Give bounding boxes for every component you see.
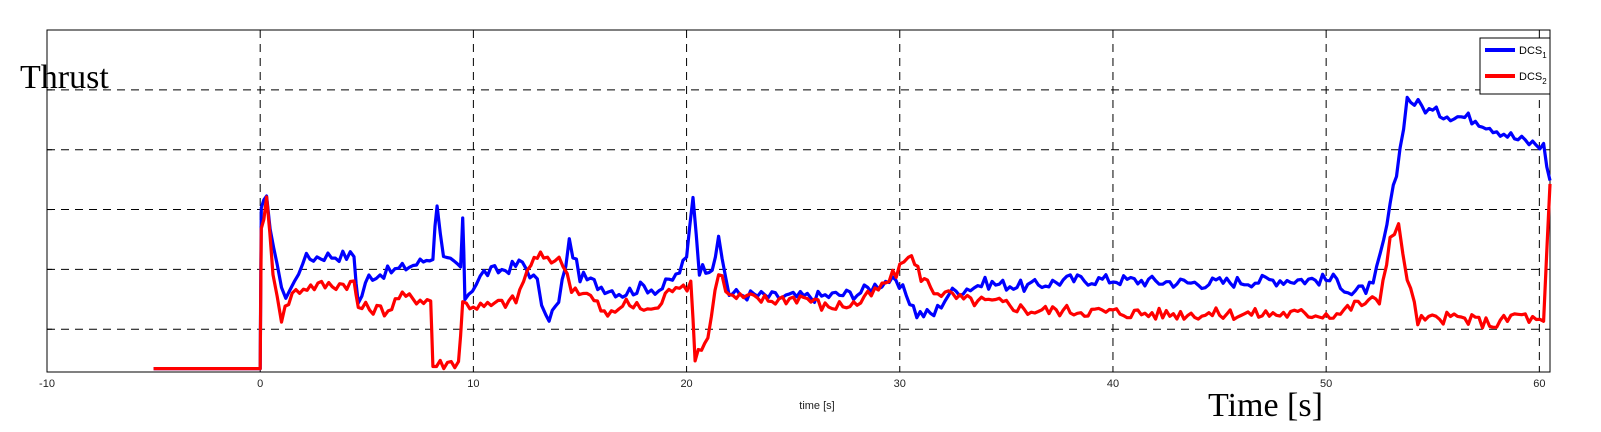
- series-line-1: [153, 95, 1552, 371]
- legend-label-2: DCS2: [1519, 71, 1547, 86]
- x-tick-label: 30: [894, 378, 906, 390]
- x-tick-label: -10: [39, 378, 55, 390]
- time-label-large: Time [s]: [1208, 387, 1323, 424]
- x-tick-label: 40: [1107, 378, 1119, 390]
- x-tick-label: 0: [257, 378, 263, 390]
- x-axis-label: time [s]: [799, 400, 834, 412]
- grid-lines: [47, 30, 1550, 373]
- legend-box: [1479, 37, 1551, 95]
- legend-label-1: DCS1: [1519, 45, 1547, 60]
- x-tick-label: 60: [1533, 378, 1545, 390]
- legend: DCS1 DCS2: [1479, 37, 1551, 95]
- x-tick-label: 50: [1320, 378, 1332, 390]
- series-layer: [153, 95, 1552, 371]
- x-tick-label: 20: [680, 378, 692, 390]
- x-tick-label: 10: [467, 378, 479, 390]
- x-tick-labels: -10 0 10 20 30 40 50 60: [39, 378, 1545, 390]
- series-line-2: [153, 183, 1552, 371]
- thrust-label: Thrust: [20, 59, 109, 96]
- plot-frame: [46, 29, 1551, 373]
